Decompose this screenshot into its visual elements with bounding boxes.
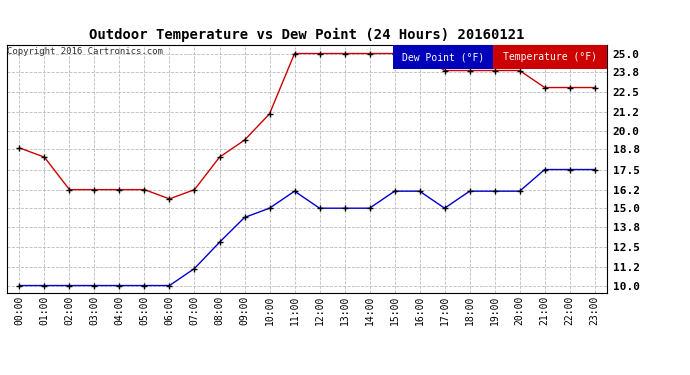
Title: Outdoor Temperature vs Dew Point (24 Hours) 20160121: Outdoor Temperature vs Dew Point (24 Hou… <box>89 28 525 42</box>
Text: Dew Point (°F): Dew Point (°F) <box>402 52 484 62</box>
Text: Temperature (°F): Temperature (°F) <box>503 52 598 62</box>
Text: Copyright 2016 Cartronics.com: Copyright 2016 Cartronics.com <box>7 47 163 56</box>
